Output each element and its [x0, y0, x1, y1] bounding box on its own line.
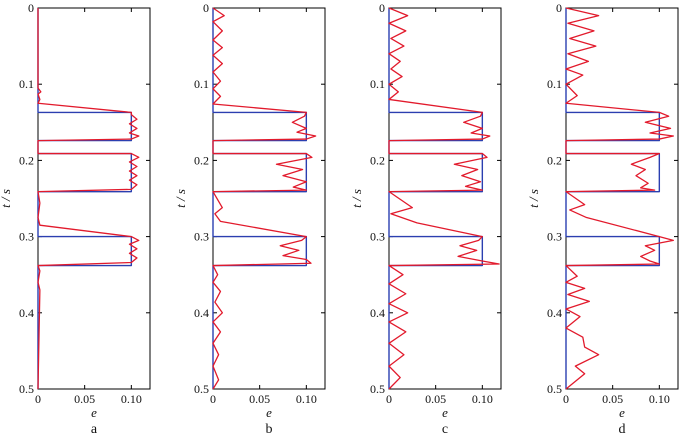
x-tick-label: 0.10: [649, 392, 670, 406]
panel-c: 00.10.20.30.40.50 0.05 0.10t / sec: [349, 1, 502, 437]
y-tick-label: 0.3: [547, 230, 562, 244]
series-line-blue: [212, 8, 308, 389]
x-tick-label: 0: [563, 392, 569, 406]
series-line-blue: [565, 8, 661, 389]
y-tick-label: 0.3: [19, 230, 34, 244]
plot-frame: [212, 7, 326, 390]
y-tick-label: 0.4: [19, 306, 34, 320]
panel-label: a: [91, 422, 98, 437]
y-tick-label: 0.5: [194, 382, 209, 396]
x-tick-label: 0: [35, 392, 41, 406]
y-tick-label: 0: [28, 1, 34, 15]
x-tick-label: 0.05: [425, 392, 446, 406]
y-tick-label: 0.2: [194, 153, 209, 167]
y-tick-label: 0.4: [547, 306, 562, 320]
series-line-red: [212, 7, 317, 390]
y-tick-label: 0.2: [547, 153, 562, 167]
y-tick-label: 0: [203, 1, 209, 15]
y-tick-label: 0.5: [19, 382, 34, 396]
x-tick-label: 0.10: [296, 392, 317, 406]
y-tick-label: 0.4: [194, 306, 209, 320]
x-tick-label: 0.10: [472, 392, 493, 406]
y-tick-label: 0.3: [370, 230, 385, 244]
series-line-blue: [37, 8, 133, 389]
y-tick-label: 0.1: [547, 77, 562, 91]
y-tick-label: 0.3: [194, 230, 209, 244]
x-tick-label: 0.10: [121, 392, 142, 406]
y-tick-label: 0.1: [194, 77, 209, 91]
panel-d: 00.10.20.30.40.50 0.05 0.10t / sed: [526, 1, 679, 437]
y-tick-label: 0: [379, 1, 385, 15]
x-axis-label: e: [619, 405, 625, 420]
y-axis-label: t / s: [349, 189, 364, 208]
panel-label: d: [619, 422, 626, 437]
y-tick-label: 0.2: [370, 153, 385, 167]
y-tick-label: 0.5: [547, 382, 562, 396]
panel-label: c: [442, 422, 448, 437]
series-line-red: [37, 8, 140, 390]
panel-a: 00.10.20.30.40.500.050.10t / sea: [0, 1, 151, 437]
series-line-red: [388, 7, 500, 390]
y-tick-label: 0.1: [19, 77, 34, 91]
y-tick-label: 0.4: [370, 306, 385, 320]
x-axis-label: e: [442, 405, 448, 420]
x-tick-label: 0.05: [602, 392, 623, 406]
x-tick-label: 0: [386, 392, 392, 406]
x-tick-label: 0.05: [74, 392, 95, 406]
x-tick-label: 0.05: [249, 392, 270, 406]
y-axis-label: t / s: [526, 189, 541, 208]
x-axis-label: e: [266, 405, 272, 420]
panel-b: 00.10.20.30.40.50 0.05 0.10t / seb: [173, 1, 326, 437]
y-tick-label: 0.5: [370, 382, 385, 396]
y-tick-label: 0.1: [370, 77, 385, 91]
x-axis-label: e: [91, 405, 97, 420]
x-tick-label: 0: [210, 392, 216, 406]
series-line-blue: [388, 8, 484, 389]
plot-frame: [565, 7, 679, 390]
y-tick-label: 0: [556, 1, 562, 15]
plot-frame: [37, 7, 151, 390]
y-axis-label: t / s: [0, 189, 13, 208]
series-line-red: [565, 7, 674, 390]
y-tick-label: 0.2: [19, 153, 34, 167]
y-axis-label: t / s: [173, 189, 188, 208]
panel-label: b: [266, 422, 273, 437]
